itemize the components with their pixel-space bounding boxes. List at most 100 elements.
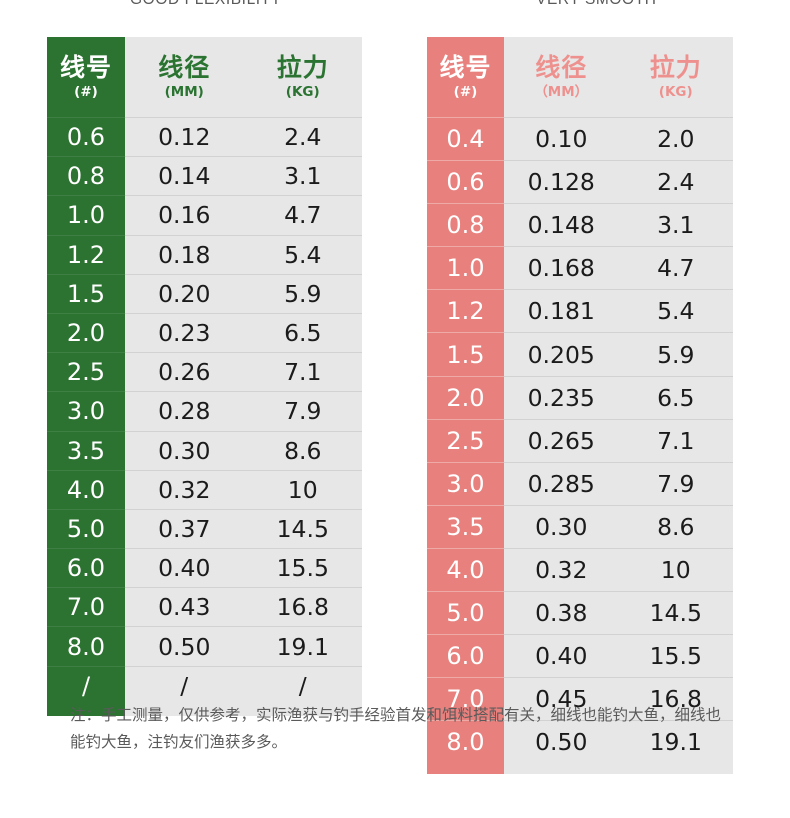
- green-header-title-0: 线号: [59, 52, 112, 82]
- green-cell-kg: 19.1: [243, 626, 362, 666]
- table-row: 1.0 0.168 4.7: [427, 246, 733, 290]
- table-row: / / /: [47, 665, 362, 705]
- pink-cell-kg: 16.8: [618, 677, 733, 721]
- pink-cell-kg: 14.5: [618, 591, 733, 635]
- pink-cell-kg: 2.0: [618, 117, 733, 161]
- pink-cell-mm: 0.205: [504, 332, 619, 376]
- pink-cell-mm: 0.10: [504, 117, 619, 161]
- pink-header-unit-1: （MM）: [534, 83, 589, 100]
- pink-cell-mm: 0.128: [504, 160, 619, 204]
- pink-cell-no: 0.4: [427, 117, 504, 161]
- pink-cell-no: 3.5: [427, 504, 504, 548]
- pink-cell-no: 3.0: [427, 461, 504, 505]
- table-row: 2.5 0.265 7.1: [427, 418, 733, 462]
- green-cell-mm: 0.14: [125, 156, 244, 196]
- pink-header-cell-1: 线径 （MM）: [504, 37, 619, 117]
- green-cell-kg: 2.4: [243, 117, 362, 157]
- pink-cell-kg: 5.9: [618, 332, 733, 376]
- green-cell-mm: 0.30: [125, 430, 244, 470]
- pink-cell-kg: 3.1: [618, 203, 733, 247]
- table-row: 8.0 0.50 19.1: [47, 626, 362, 666]
- pink-cell-kg: 7.1: [618, 418, 733, 462]
- table-row: 0.8 0.148 3.1: [427, 203, 733, 247]
- pink-cell-no: 0.8: [427, 203, 504, 247]
- green-cell-no: 2.0: [47, 312, 125, 353]
- green-cell-no: 8.0: [47, 626, 125, 666]
- pink-header-title-0: 线号: [439, 52, 492, 82]
- pink-footer-blank: [504, 763, 733, 775]
- pink-cell-no: 2.5: [427, 418, 504, 462]
- pink-cell-kg: 7.9: [618, 461, 733, 505]
- green-header-cell-0: 线号 (#): [47, 37, 125, 117]
- pink-cell-mm: 0.265: [504, 418, 619, 462]
- green-cell-no: 0.6: [47, 117, 125, 157]
- table-row: 3.0 0.28 7.9: [47, 391, 362, 431]
- pink-header-cell-2: 拉力 (KG): [618, 37, 733, 117]
- table-row: 1.2 0.181 5.4: [427, 289, 733, 333]
- table-row: 0.4 0.10 2.0: [427, 117, 733, 161]
- pink-cell-no: 1.5: [427, 332, 504, 376]
- pink-cell-mm: 0.285: [504, 461, 619, 505]
- pink-cell-kg: 8.6: [618, 504, 733, 548]
- pink-cell-mm: 0.50: [504, 720, 619, 764]
- banner-very-smooth: VERY SMOOTH: [536, 0, 657, 9]
- pink-cell-no: 1.0: [427, 246, 504, 290]
- pink-cell-no: 2.0: [427, 375, 504, 419]
- green-cell-mm: 0.32: [125, 469, 244, 509]
- pink-table-footer-strip: [427, 763, 733, 775]
- banner-strip: GOOD FLEXIBILITY VERY SMOOTH: [0, 0, 790, 16]
- table-row: 3.5 0.30 8.6: [47, 430, 362, 470]
- green-cell-mm: 0.16: [125, 195, 244, 235]
- green-cell-kg: /: [243, 665, 362, 705]
- green-cell-kg: 16.8: [243, 587, 362, 627]
- pink-header-unit-2: (KG): [658, 83, 693, 100]
- table-row: 2.0 0.23 6.5: [47, 312, 362, 353]
- pink-cell-kg: 6.5: [618, 375, 733, 419]
- green-cell-no: 1.2: [47, 234, 125, 274]
- green-cell-no: 1.0: [47, 195, 125, 235]
- table-row: 1.5 0.205 5.9: [427, 332, 733, 376]
- pink-cell-mm: 0.32: [504, 547, 619, 592]
- green-cell-mm: 0.18: [125, 234, 244, 274]
- spec-table-pink: 线号 (#) 线径 （MM） 拉力 (KG) 0.4 0.10 2.0 0.6 0.128 2.4 0.…: [427, 37, 733, 775]
- table-row: 4.0 0.32 10: [427, 547, 733, 592]
- pink-header-title-1: 线径: [535, 52, 588, 82]
- green-header-row: 线号 (#) 线径 (MM) 拉力 (KG): [47, 37, 362, 117]
- table-row: 2.0 0.235 6.5: [427, 375, 733, 419]
- green-cell-mm: 0.23: [125, 312, 244, 353]
- green-footer-blank: [125, 704, 362, 716]
- green-cell-kg: 6.5: [243, 312, 362, 353]
- pink-cell-kg: 2.4: [618, 160, 733, 204]
- table-row: 5.0 0.38 14.5: [427, 591, 733, 635]
- green-cell-kg: 7.9: [243, 391, 362, 431]
- table-row: 0.6 0.128 2.4: [427, 160, 733, 204]
- pink-cell-kg: 4.7: [618, 246, 733, 290]
- green-cell-no: 4.0: [47, 469, 125, 509]
- pink-cell-mm: 0.148: [504, 203, 619, 247]
- pink-cell-mm: 0.40: [504, 634, 619, 678]
- pink-cell-mm: 0.235: [504, 375, 619, 419]
- pink-cell-kg: 5.4: [618, 289, 733, 333]
- table-row: 3.0 0.285 7.9: [427, 461, 733, 505]
- table-row: 1.2 0.18 5.4: [47, 234, 362, 274]
- pink-cell-no: 5.0: [427, 591, 504, 635]
- table-row: 2.5 0.26 7.1: [47, 352, 362, 392]
- pink-cell-mm: 0.45: [504, 677, 619, 721]
- green-header-cell-2: 拉力 (KG): [243, 37, 362, 117]
- green-cell-mm: 0.26: [125, 352, 244, 392]
- pink-header-title-2: 拉力: [649, 52, 702, 82]
- table-row: 7.0 0.45 16.8: [427, 677, 733, 721]
- table-row: 6.0 0.40 15.5: [427, 634, 733, 678]
- table-row: 6.0 0.40 15.5: [47, 548, 362, 588]
- green-header-title-2: 拉力: [276, 52, 329, 82]
- green-cell-mm: 0.43: [125, 587, 244, 627]
- table-row: 1.0 0.16 4.7: [47, 195, 362, 235]
- green-cell-no: 0.8: [47, 156, 125, 196]
- green-header-cell-1: 线径 (MM): [125, 37, 244, 117]
- green-cell-kg: 3.1: [243, 156, 362, 196]
- pink-header-row: 线号 (#) 线径 （MM） 拉力 (KG): [427, 37, 733, 117]
- green-header-title-1: 线径: [158, 52, 211, 82]
- green-cell-kg: 4.7: [243, 195, 362, 235]
- green-cell-mm: 0.40: [125, 548, 244, 588]
- green-cell-no: 3.0: [47, 391, 125, 431]
